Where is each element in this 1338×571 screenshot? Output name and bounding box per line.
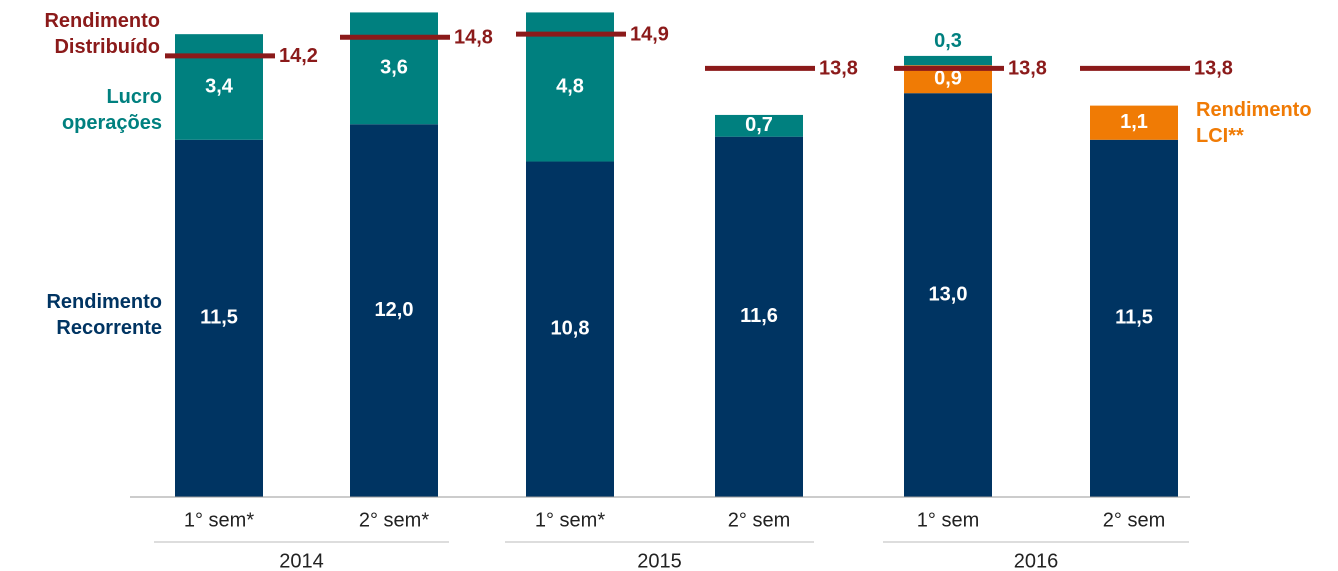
bar-segment bbox=[1090, 105, 1178, 140]
x-tick-label: 1° sem* bbox=[535, 509, 605, 531]
bar-segment bbox=[904, 55, 992, 66]
value-label: 0,3 bbox=[934, 30, 962, 52]
value-label: 11,5 bbox=[1115, 307, 1153, 329]
bar-segment bbox=[175, 34, 263, 140]
value-label: 0,7 bbox=[745, 114, 773, 136]
value-label: 11,6 bbox=[740, 305, 778, 327]
legend-line: Rendimento Distribuído bbox=[44, 10, 160, 58]
x-tick-label: 2° sem bbox=[1103, 509, 1165, 531]
x-tick-label: 2° sem bbox=[728, 509, 790, 531]
group-label: 2016 bbox=[1014, 550, 1059, 571]
line-label: 14,8 bbox=[454, 27, 493, 49]
x-tick-label: 1° sem* bbox=[184, 509, 254, 531]
legend-teal: Lucro operações bbox=[61, 86, 162, 134]
line-label: 13,8 bbox=[819, 58, 858, 80]
bar-segment bbox=[350, 124, 438, 497]
bar-segment bbox=[904, 93, 992, 497]
value-label: 3,4 bbox=[205, 75, 234, 97]
value-label: 12,0 bbox=[375, 299, 414, 321]
value-label: 10,8 bbox=[551, 318, 590, 340]
bar-segment bbox=[350, 12, 438, 125]
bar-segment bbox=[715, 136, 803, 498]
bar-segment bbox=[1090, 139, 1178, 497]
value-label: 4,8 bbox=[556, 75, 584, 97]
x-tick-label: 1° sem bbox=[917, 509, 979, 531]
line-label: 13,8 bbox=[1194, 58, 1233, 80]
x-tick-label: 2° sem* bbox=[359, 509, 429, 531]
bar-segment bbox=[526, 12, 614, 162]
value-label: 13,0 bbox=[929, 283, 968, 305]
bar-segment bbox=[526, 161, 614, 497]
group-label: 2015 bbox=[637, 550, 682, 571]
line-label: 14,2 bbox=[279, 45, 318, 67]
legend-blue: Rendimento Recorrente bbox=[46, 291, 162, 339]
value-label: 3,6 bbox=[380, 57, 408, 79]
value-label: 1,1 bbox=[1120, 111, 1148, 133]
line-label: 14,9 bbox=[630, 23, 669, 45]
line-label: 13,8 bbox=[1008, 58, 1047, 80]
bar-segment bbox=[175, 139, 263, 497]
value-label: 0,9 bbox=[934, 67, 962, 89]
group-label: 2014 bbox=[279, 550, 324, 571]
legend-orange: Rendimento LCI** bbox=[1196, 99, 1312, 147]
bar-segment bbox=[715, 114, 803, 137]
value-label: 11,5 bbox=[200, 307, 238, 329]
